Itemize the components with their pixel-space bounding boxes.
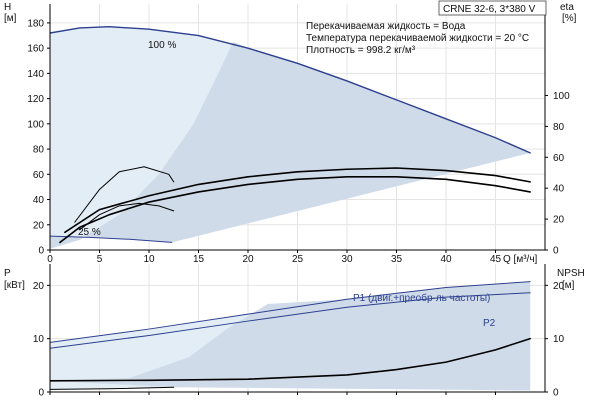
bottom-tick-labels: 0 10 20 0 10 20 [33, 281, 565, 399]
x-tick-label: 20 [242, 254, 254, 265]
series-line-1 [50, 292, 531, 349]
series-line-3 [79, 202, 175, 231]
y-tick-label-left: 10 [33, 334, 45, 345]
y-tick-label-right: 20 [553, 215, 565, 226]
x-tick-label: 0 [47, 254, 53, 265]
ylabel-eta: eta [560, 2, 574, 13]
ylabel-eta-unit: [%] [562, 13, 577, 24]
series-line-2 [59, 176, 531, 244]
x-tick-label: 30 [341, 254, 353, 265]
ylabel-h-unit: [м] [4, 13, 17, 24]
y-tick-label-left: 0 [38, 246, 44, 257]
power-npsh-panel: 0 10 20 0 10 20 P [кВт] NPSH [м] P1 (двиг.+пр… [4, 264, 585, 399]
ylabel-npsh-unit: [м] [562, 280, 575, 291]
y-tick-label-left: 140 [27, 69, 44, 80]
ylabel-p: P [4, 268, 11, 279]
y-tick-label-left: 100 [27, 119, 44, 130]
y-tick-label-left: 60 [33, 170, 45, 181]
y-tick-label-left: 120 [27, 94, 44, 105]
bottom-series-lines [50, 281, 531, 390]
series-line-0 [50, 281, 531, 343]
y-tick-label-right: 100 [553, 91, 570, 102]
operating-range-band [50, 26, 531, 250]
y-tick-label-right: 0 [553, 388, 559, 399]
legend-p1: P1 (двиг.+преобр-ль частоты) [353, 292, 490, 304]
series-line-3 [50, 386, 175, 390]
chart-title: CRNE 32-6, 3*380 V [443, 4, 536, 15]
info-line-1: Перекачиваемая жидкость = Вода [306, 21, 466, 32]
x-tick-label: 10 [143, 254, 155, 265]
y-tick-label-right: 40 [553, 184, 565, 195]
power-recommended-area [50, 281, 531, 391]
info-box: CRNE 32-6, 3*380 V Перекачиваемая жидкос… [306, 0, 547, 56]
info-line-3: Плотность = 998.2 кг/м³ [306, 45, 416, 56]
y-tick-label-right: 20 [553, 281, 565, 292]
speed-label-100: 100 % [148, 40, 176, 51]
y-tick-label-left: 180 [27, 18, 44, 29]
head-efficiency-panel: 0 20 40 60 80 100 120 140 160 180 0 20 40 60 80 100 0 5 10… [4, 0, 577, 265]
y-tick-label-right: 10 [553, 334, 565, 345]
y-tick-label-left: 160 [27, 44, 44, 55]
y-tick-label-left: 0 [38, 388, 44, 399]
xlabel-q: Q [м³/ч] [503, 254, 538, 265]
y-tick-label-right: 80 [553, 122, 565, 133]
series-line-4 [74, 166, 175, 223]
power-range-band [50, 281, 531, 391]
ylabel-h: H [4, 2, 11, 13]
x-tick-label: 25 [292, 254, 304, 265]
top-tick-labels: 0 20 40 60 80 100 120 140 160 180 0 20 40 60 80 100 0 5 10… [27, 18, 570, 265]
title-box [438, 0, 547, 16]
y-tick-label-right: 0 [553, 246, 559, 257]
top-series-lines [50, 26, 531, 244]
series-line-2 [50, 337, 531, 382]
y-tick-label-left: 40 [33, 195, 45, 206]
y-tick-label-left: 20 [33, 220, 45, 231]
y-tick-label-left: 80 [33, 145, 45, 156]
series-line-0 [50, 26, 531, 154]
series-line-5 [64, 167, 531, 234]
speed-label-25: 25 % [78, 227, 101, 238]
legend-p2: P2 [483, 318, 496, 329]
x-tick-label: 45 [490, 254, 502, 265]
info-line-2: Температура перекачиваемой жидкости = 20… [306, 33, 529, 44]
x-tick-label: 35 [391, 254, 403, 265]
y-tick-label-right: 60 [553, 153, 565, 164]
y-tick-label-left: 20 [33, 281, 45, 292]
ylabel-p-unit: [кВт] [4, 280, 25, 291]
series-line-1 [50, 235, 173, 243]
x-tick-label: 5 [97, 254, 103, 265]
ylabel-npsh: NPSH [557, 268, 585, 279]
x-tick-label: 15 [193, 254, 205, 265]
x-tick-label: 40 [440, 254, 452, 265]
